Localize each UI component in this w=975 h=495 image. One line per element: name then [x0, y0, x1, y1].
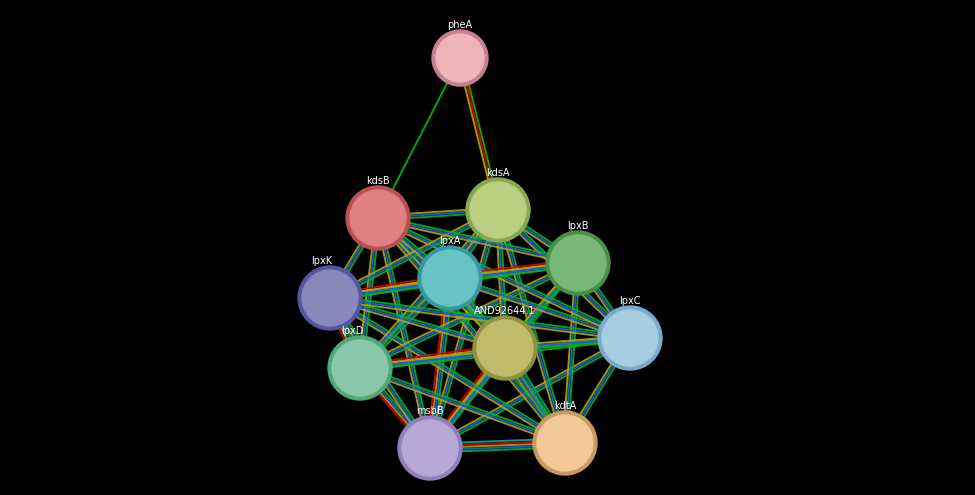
Text: msbB: msbB — [416, 406, 444, 416]
Circle shape — [439, 37, 481, 79]
Text: kdtA: kdtA — [554, 401, 576, 411]
Circle shape — [546, 231, 610, 295]
Circle shape — [402, 420, 458, 476]
Text: kdsA: kdsA — [487, 168, 510, 178]
Text: kdsB: kdsB — [367, 176, 390, 186]
Circle shape — [418, 246, 482, 310]
Circle shape — [550, 235, 606, 291]
Circle shape — [332, 340, 388, 396]
Circle shape — [302, 270, 358, 326]
Text: lpxC: lpxC — [619, 296, 641, 306]
Circle shape — [432, 30, 488, 86]
Circle shape — [405, 423, 455, 473]
Circle shape — [533, 411, 597, 475]
Circle shape — [473, 316, 537, 380]
Circle shape — [480, 323, 530, 373]
Circle shape — [598, 306, 662, 370]
Circle shape — [466, 178, 530, 242]
Circle shape — [350, 190, 406, 246]
Circle shape — [422, 250, 478, 306]
Circle shape — [353, 193, 403, 243]
Circle shape — [477, 320, 533, 376]
Circle shape — [602, 310, 658, 366]
Circle shape — [473, 185, 523, 235]
Text: lpxA: lpxA — [440, 236, 460, 246]
Circle shape — [540, 418, 590, 468]
Text: lpxK: lpxK — [311, 256, 332, 266]
Text: AND92644.1: AND92644.1 — [474, 306, 535, 316]
Text: lpxB: lpxB — [567, 221, 589, 231]
Circle shape — [298, 266, 362, 330]
Circle shape — [335, 343, 385, 393]
Circle shape — [398, 416, 462, 480]
Circle shape — [305, 273, 355, 323]
Text: lpxD: lpxD — [341, 326, 363, 336]
Circle shape — [425, 253, 475, 303]
Circle shape — [537, 415, 593, 471]
Circle shape — [470, 182, 526, 238]
Circle shape — [328, 336, 392, 400]
Circle shape — [605, 313, 655, 363]
Circle shape — [346, 186, 410, 250]
Circle shape — [436, 34, 484, 82]
Text: pheA: pheA — [448, 20, 473, 30]
Circle shape — [553, 238, 603, 288]
